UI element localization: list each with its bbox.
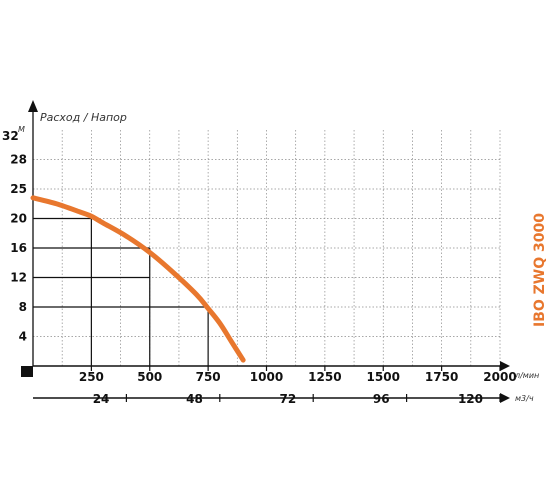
x-tick-label: 1250 — [308, 370, 341, 384]
x-axis-arrow — [500, 361, 510, 371]
y-tick-label: 20 — [10, 212, 27, 226]
y-axis-unit: M — [18, 125, 25, 134]
model-label: IBO ZWQ 3000 — [532, 213, 548, 327]
x2-axis-arrow — [500, 393, 510, 403]
y-tick-label: 16 — [10, 241, 27, 255]
y-axis-arrow — [28, 100, 38, 112]
y-tick-label: 8 — [19, 300, 27, 314]
chart-axes — [21, 100, 510, 403]
x-tick-labels: 250 500 750 1000 1250 1500 1750 2000 — [79, 370, 517, 384]
x-tick-label: 1750 — [425, 370, 458, 384]
y-tick-label: 4 — [19, 330, 27, 344]
y-tick-label: 28 — [10, 153, 27, 167]
origin-marker — [21, 366, 33, 377]
chart-title: Расход / Напор — [40, 111, 127, 124]
x-tick-label: 750 — [196, 370, 221, 384]
performance-curve — [30, 195, 246, 363]
chart-guides — [33, 217, 209, 366]
x-tick-label: 2000 — [483, 370, 516, 384]
x-tick-label: 1500 — [367, 370, 400, 384]
x2-tick-label: 72 — [279, 392, 296, 406]
x-axis-unit: л/мин — [514, 371, 539, 380]
y-tick-label: 12 — [10, 271, 27, 285]
y-tick-labels: 28 25 20 16 12 8 4 — [10, 153, 27, 344]
x-tick-label: 250 — [79, 370, 104, 384]
x2-tick-label: 96 — [373, 392, 390, 406]
y-axis-top-label: 32 — [2, 129, 19, 143]
x2-tick-label: 24 — [93, 392, 110, 406]
x2-tick-label: 120 — [458, 392, 483, 406]
x2-tick-labels: 24 48 72 96 120 — [93, 392, 483, 406]
y-tick-label: 25 — [10, 182, 27, 196]
x-tick-label: 500 — [137, 370, 162, 384]
x2-axis-unit: м3/ч — [515, 394, 534, 403]
x2-tick-label: 48 — [186, 392, 203, 406]
x-tick-label: 1000 — [250, 370, 283, 384]
